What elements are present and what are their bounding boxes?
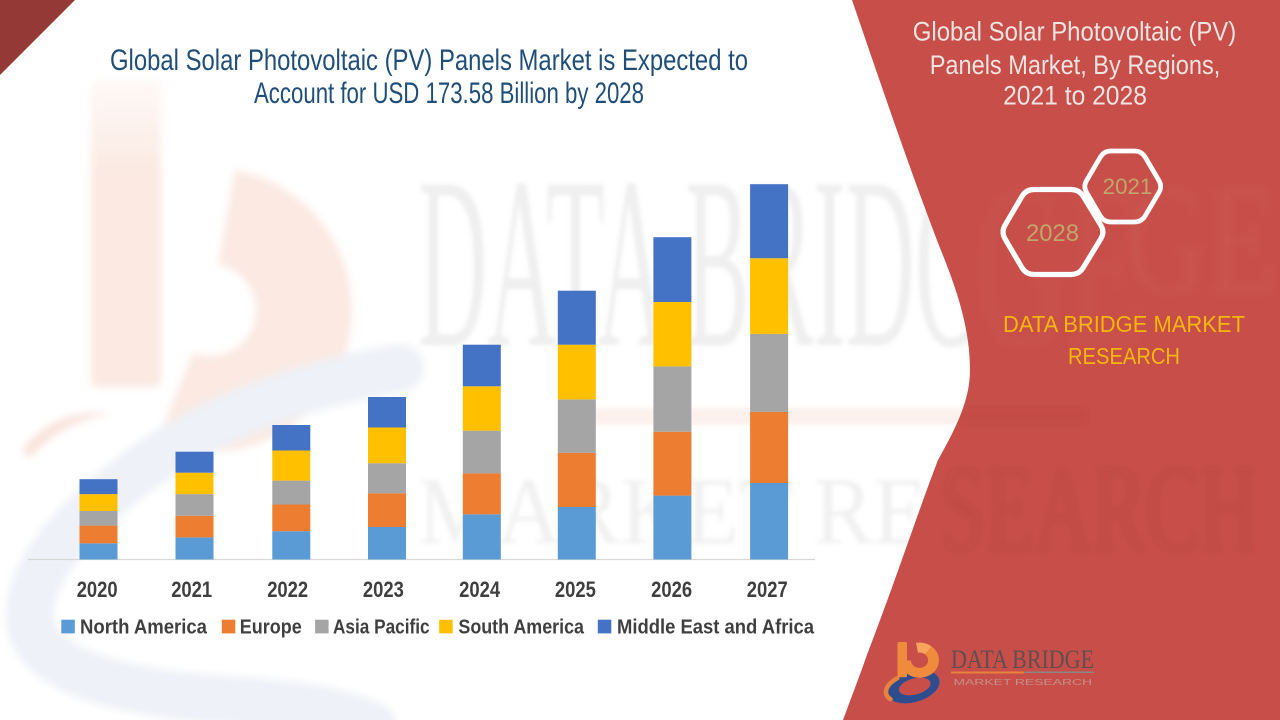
svg-text:2022: 2022: [267, 577, 308, 602]
svg-text:Panels Market, By Regions,: Panels Market, By Regions,: [930, 50, 1221, 80]
svg-text:RESEARCH: RESEARCH: [1068, 343, 1180, 369]
svg-text:South America: South America: [458, 617, 584, 639]
svg-text:2028: 2028: [1026, 220, 1079, 247]
svg-text:2025: 2025: [555, 577, 596, 602]
svg-text:2023: 2023: [363, 577, 404, 602]
svg-text:DATA BRIDGE: DATA BRIDGE: [951, 645, 1094, 674]
svg-text:Account for USD 173.58 Billion: Account for USD 173.58 Billion by 2028: [254, 77, 644, 110]
svg-text:Global Solar Photovoltaic (PV): Global Solar Photovoltaic (PV): [913, 17, 1237, 47]
svg-text:Middle East and Africa: Middle East and Africa: [617, 617, 815, 639]
svg-text:DATA BRIDGE MARKET: DATA BRIDGE MARKET: [1003, 311, 1245, 337]
svg-text:Global Solar Photovoltaic (PV): Global Solar Photovoltaic (PV) Panels Ma…: [110, 44, 748, 77]
svg-text:2027: 2027: [747, 577, 788, 602]
svg-text:2021: 2021: [171, 577, 212, 602]
svg-text:2024: 2024: [459, 577, 501, 602]
svg-text:SEARCH: SEARCH: [940, 440, 1258, 579]
svg-text:MARKET RESEARCH: MARKET RESEARCH: [954, 677, 1093, 687]
svg-text:Europe: Europe: [240, 617, 302, 639]
svg-text:Asia Pacific: Asia Pacific: [333, 617, 430, 639]
svg-text:North America: North America: [80, 617, 208, 639]
svg-text:2021: 2021: [1103, 174, 1153, 199]
svg-text:2021 to 2028: 2021 to 2028: [1003, 81, 1147, 111]
svg-text:2020: 2020: [77, 577, 118, 602]
svg-text:2026: 2026: [651, 577, 692, 602]
